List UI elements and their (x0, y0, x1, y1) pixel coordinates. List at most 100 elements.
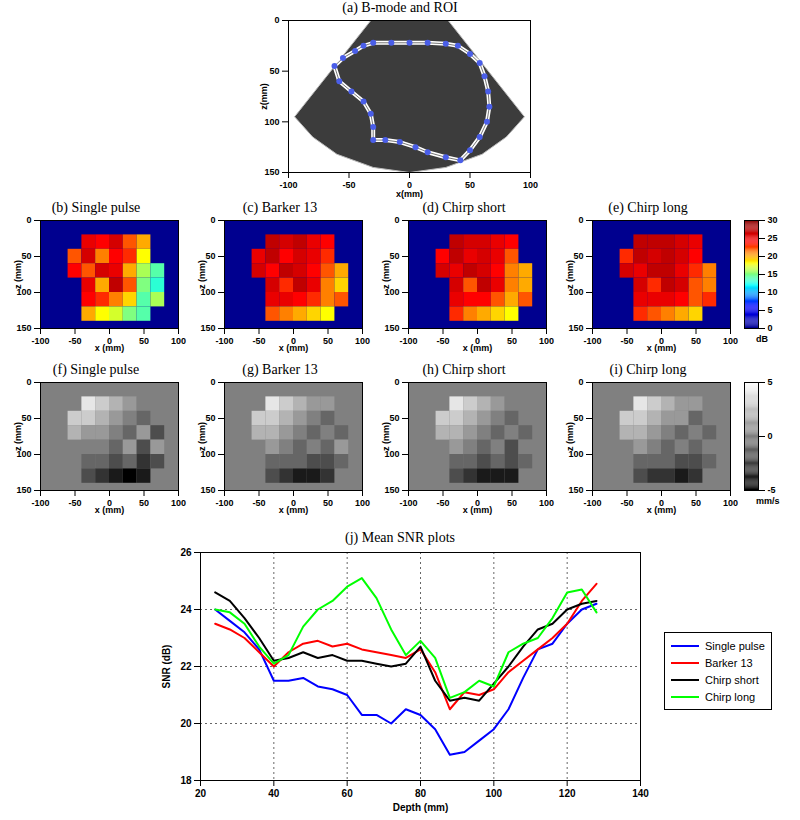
svg-text:26: 26 (180, 547, 192, 558)
svg-text:100: 100 (539, 336, 554, 346)
svg-text:50: 50 (269, 66, 279, 76)
svg-text:80: 80 (415, 788, 427, 799)
svg-text:SNR (dB): SNR (dB) (161, 645, 172, 689)
svg-text:50: 50 (139, 336, 149, 346)
svg-text:x (mm): x (mm) (95, 343, 125, 353)
svg-text:100: 100 (485, 788, 502, 799)
svg-text:150: 150 (264, 167, 279, 177)
svg-text:-50: -50 (436, 336, 449, 346)
svg-text:100: 100 (355, 336, 370, 346)
svg-text:100: 100 (171, 336, 186, 346)
svg-text:100: 100 (723, 498, 738, 508)
svg-text:-50: -50 (252, 336, 265, 346)
svg-text:100: 100 (723, 336, 738, 346)
svg-text:50: 50 (323, 336, 333, 346)
svg-text:-100: -100 (583, 336, 601, 346)
svg-text:x (mm): x (mm) (463, 505, 493, 515)
svg-text:50: 50 (323, 498, 333, 508)
svg-text:50: 50 (389, 413, 399, 423)
svg-text:z (mm): z (mm) (197, 422, 207, 451)
svg-text:50: 50 (205, 413, 215, 423)
svg-text:0: 0 (578, 215, 583, 225)
svg-text:0: 0 (210, 215, 215, 225)
svg-text:x(mm): x(mm) (396, 189, 423, 199)
svg-text:18: 18 (180, 775, 192, 786)
svg-text:100: 100 (355, 498, 370, 508)
svg-text:0: 0 (768, 323, 773, 333)
svg-text:20: 20 (768, 251, 778, 261)
svg-text:-50: -50 (436, 498, 449, 508)
svg-text:0: 0 (394, 377, 399, 387)
svg-text:50: 50 (465, 180, 475, 190)
svg-text:150: 150 (568, 323, 583, 333)
svg-text:z (mm): z (mm) (381, 422, 391, 451)
svg-text:-100: -100 (31, 336, 49, 346)
svg-text:-50: -50 (620, 336, 633, 346)
svg-text:100: 100 (539, 498, 554, 508)
svg-text:50: 50 (507, 498, 517, 508)
svg-text:150: 150 (568, 485, 583, 495)
svg-text:50: 50 (139, 498, 149, 508)
svg-text:10: 10 (768, 287, 778, 297)
svg-text:-50: -50 (620, 498, 633, 508)
svg-text:150: 150 (200, 485, 215, 495)
svg-text:z(mm): z(mm) (259, 83, 269, 110)
svg-text:-100: -100 (279, 180, 297, 190)
svg-text:50: 50 (691, 498, 701, 508)
svg-text:-50: -50 (68, 336, 81, 346)
svg-text:z (mm): z (mm) (381, 260, 391, 289)
svg-text:50: 50 (205, 251, 215, 261)
svg-text:0: 0 (26, 215, 31, 225)
svg-text:150: 150 (16, 485, 31, 495)
svg-text:-100: -100 (31, 498, 49, 508)
svg-text:140: 140 (632, 788, 649, 799)
svg-text:50: 50 (507, 336, 517, 346)
svg-text:-100: -100 (583, 498, 601, 508)
svg-text:120: 120 (559, 788, 576, 799)
svg-text:0: 0 (26, 377, 31, 387)
svg-text:150: 150 (384, 485, 399, 495)
svg-text:-5: -5 (768, 485, 776, 495)
svg-text:-50: -50 (342, 180, 355, 190)
svg-text:150: 150 (384, 323, 399, 333)
svg-text:100: 100 (523, 180, 538, 190)
svg-text:20: 20 (195, 788, 207, 799)
svg-text:15: 15 (768, 269, 778, 279)
svg-text:30: 30 (768, 215, 778, 225)
svg-text:5: 5 (768, 305, 773, 315)
svg-text:z (mm): z (mm) (197, 260, 207, 289)
svg-text:40: 40 (268, 788, 280, 799)
svg-text:50: 50 (21, 413, 31, 423)
svg-text:0: 0 (394, 215, 399, 225)
svg-text:50: 50 (573, 251, 583, 261)
svg-text:-50: -50 (252, 498, 265, 508)
svg-text:z (mm): z (mm) (13, 260, 23, 289)
svg-text:50: 50 (691, 336, 701, 346)
svg-text:50: 50 (389, 251, 399, 261)
svg-text:150: 150 (16, 323, 31, 333)
svg-text:x (mm): x (mm) (279, 343, 309, 353)
svg-text:100: 100 (264, 117, 279, 127)
svg-text:Depth (mm): Depth (mm) (393, 802, 449, 813)
svg-text:-100: -100 (215, 336, 233, 346)
svg-text:0: 0 (768, 431, 773, 441)
svg-text:x (mm): x (mm) (463, 343, 493, 353)
svg-text:-100: -100 (215, 498, 233, 508)
svg-text:50: 50 (21, 251, 31, 261)
svg-text:100: 100 (171, 498, 186, 508)
svg-text:24: 24 (180, 604, 192, 615)
svg-text:0: 0 (578, 377, 583, 387)
svg-text:150: 150 (200, 323, 215, 333)
svg-text:z (mm): z (mm) (565, 422, 575, 451)
svg-text:x (mm): x (mm) (647, 505, 677, 515)
svg-text:60: 60 (342, 788, 354, 799)
svg-text:z (mm): z (mm) (565, 260, 575, 289)
svg-text:-50: -50 (68, 498, 81, 508)
svg-text:z (mm): z (mm) (13, 422, 23, 451)
svg-text:25: 25 (768, 233, 778, 243)
svg-text:50: 50 (573, 413, 583, 423)
svg-text:-100: -100 (399, 336, 417, 346)
svg-text:-100: -100 (399, 498, 417, 508)
svg-text:x (mm): x (mm) (647, 343, 677, 353)
svg-text:5: 5 (768, 377, 773, 387)
